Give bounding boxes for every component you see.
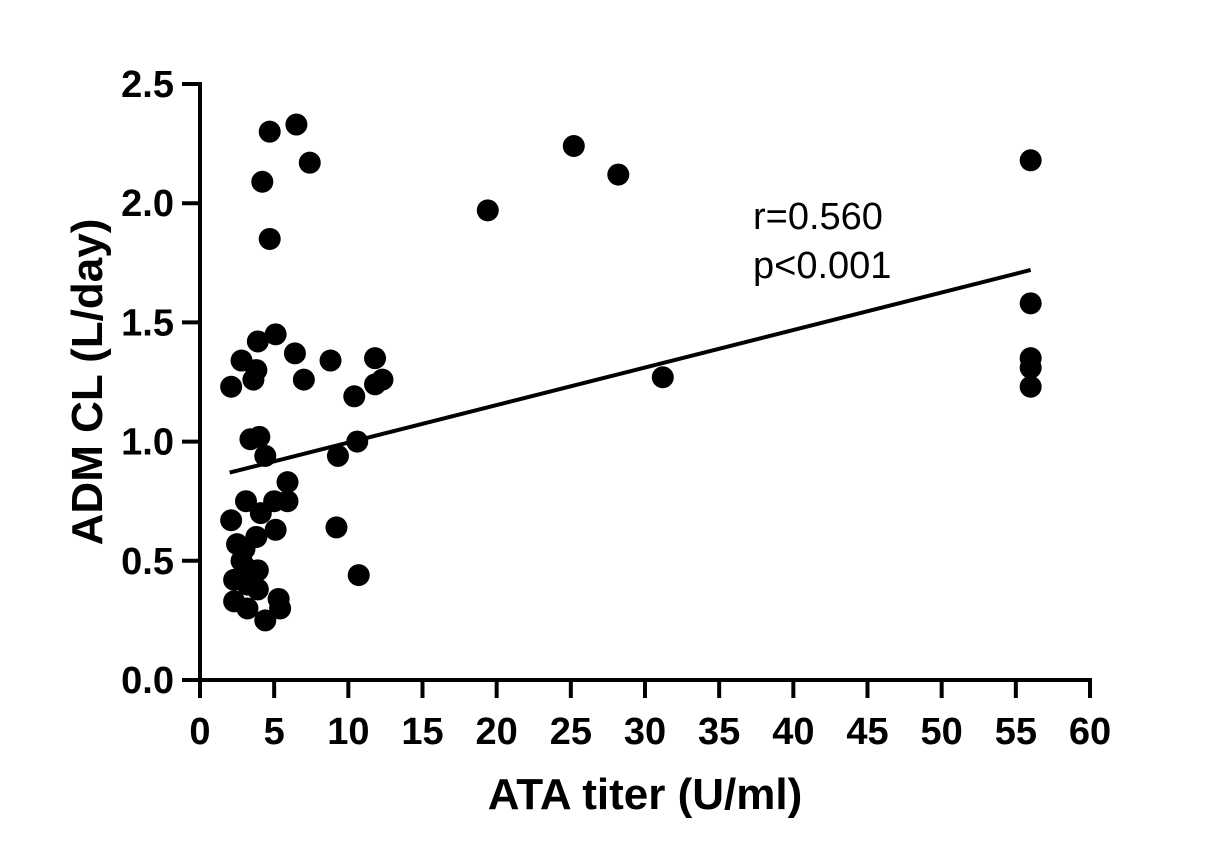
data-point bbox=[246, 330, 269, 353]
data-point bbox=[319, 349, 342, 372]
data-point bbox=[1019, 149, 1042, 172]
data-point bbox=[562, 134, 585, 157]
data-point bbox=[276, 490, 299, 513]
y-tick-label: 0.5 bbox=[121, 541, 174, 583]
data-point bbox=[607, 163, 630, 186]
data-point bbox=[236, 597, 259, 620]
data-points bbox=[220, 113, 1042, 632]
data-point bbox=[325, 516, 348, 539]
y-tick-label: 2.5 bbox=[121, 64, 174, 106]
data-point bbox=[292, 368, 315, 391]
y-tick-label: 2.0 bbox=[121, 183, 174, 225]
data-point bbox=[258, 227, 281, 250]
data-point bbox=[476, 199, 499, 222]
data-point bbox=[264, 323, 287, 346]
data-point bbox=[347, 564, 370, 587]
data-point bbox=[264, 518, 287, 541]
data-point bbox=[258, 120, 281, 143]
data-point bbox=[364, 347, 387, 370]
data-point bbox=[326, 444, 349, 467]
x-tick-label: 25 bbox=[550, 711, 592, 753]
data-point bbox=[220, 375, 243, 398]
x-tick-label: 35 bbox=[698, 711, 740, 753]
data-point bbox=[1019, 292, 1042, 315]
regression-line bbox=[229, 268, 1032, 475]
x-tick-label: 5 bbox=[264, 711, 285, 753]
data-point bbox=[364, 373, 387, 396]
data-point bbox=[246, 578, 269, 601]
data-point bbox=[1019, 375, 1042, 398]
y-tick-label: 1.5 bbox=[121, 302, 174, 344]
x-tick-label: 20 bbox=[476, 711, 518, 753]
x-tick-label: 10 bbox=[327, 711, 369, 753]
axis-ticks bbox=[182, 82, 1092, 698]
data-point bbox=[251, 170, 274, 193]
data-point bbox=[343, 385, 366, 408]
data-point bbox=[249, 502, 272, 525]
data-point bbox=[298, 151, 321, 174]
y-tick-label: 0.0 bbox=[121, 660, 174, 702]
p-value-annotation: p<0.001 bbox=[753, 245, 891, 287]
x-tick-label: 0 bbox=[189, 711, 210, 753]
x-tick-label: 40 bbox=[772, 711, 814, 753]
x-tick-label: 15 bbox=[401, 711, 443, 753]
data-point bbox=[285, 113, 308, 136]
x-tick-label: 50 bbox=[921, 711, 963, 753]
y-axis-title: ADM CL (L/day) bbox=[63, 219, 112, 546]
data-point bbox=[234, 490, 257, 513]
data-point bbox=[242, 368, 265, 391]
x-tick-label: 55 bbox=[995, 711, 1037, 753]
data-point bbox=[276, 471, 299, 494]
x-tick-label: 45 bbox=[846, 711, 888, 753]
data-point bbox=[1019, 356, 1042, 379]
data-point bbox=[248, 425, 271, 448]
y-tick-label: 1.0 bbox=[121, 422, 174, 464]
correlation-annotation: r=0.560 bbox=[753, 196, 883, 238]
data-point bbox=[254, 609, 277, 632]
x-axis-title: ATA titer (U/ml) bbox=[488, 770, 803, 819]
data-point bbox=[220, 509, 243, 532]
x-tick-label: 30 bbox=[624, 711, 666, 753]
data-point bbox=[269, 597, 292, 620]
data-point bbox=[283, 342, 306, 365]
tick-labels: 0 5 10 15 20 25 30 35 40 45 50 55 60 0.0 0.5 1.0 1.5 2.0 2… bbox=[121, 64, 1111, 753]
x-tick-label: 60 bbox=[1069, 711, 1111, 753]
data-point bbox=[651, 366, 674, 389]
